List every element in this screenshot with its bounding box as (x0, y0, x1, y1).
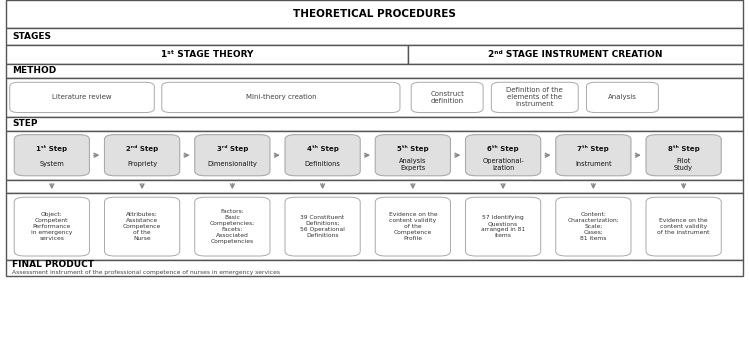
FancyBboxPatch shape (556, 135, 631, 176)
Bar (6, 78, 743, 117)
Text: 1ˢᵗ Step: 1ˢᵗ Step (36, 145, 67, 152)
Text: 7ᵗʰ Step: 7ᵗʰ Step (577, 145, 609, 152)
FancyBboxPatch shape (10, 82, 154, 113)
Text: Attributes:
Assistance
Competence
of the
Nurse: Attributes: Assistance Competence of the… (123, 212, 161, 241)
FancyBboxPatch shape (466, 135, 541, 176)
FancyBboxPatch shape (646, 135, 721, 176)
FancyBboxPatch shape (105, 135, 180, 176)
FancyBboxPatch shape (375, 197, 450, 256)
Bar (6, 28, 743, 45)
FancyBboxPatch shape (586, 82, 658, 113)
Text: 5ᵗʰ Step: 5ᵗʰ Step (397, 145, 428, 152)
Text: System: System (40, 162, 64, 167)
Text: Propriety: Propriety (127, 162, 157, 167)
Bar (6, 260, 743, 276)
FancyBboxPatch shape (162, 82, 400, 113)
Text: METHOD: METHOD (12, 66, 56, 75)
Text: Instrument: Instrument (575, 162, 612, 167)
Text: 2ⁿᵈ STAGE INSTRUMENT CREATION: 2ⁿᵈ STAGE INSTRUMENT CREATION (488, 50, 663, 59)
Text: STEP: STEP (12, 119, 37, 128)
Text: Assessment instrument of the professional competence of nurses in emergency serv: Assessment instrument of the professiona… (12, 270, 280, 275)
Text: 8ᵗʰ Step: 8ᵗʰ Step (668, 145, 700, 152)
Text: 39 Constituent
Definitions;
56 Operational
Definitions: 39 Constituent Definitions; 56 Operation… (300, 215, 345, 238)
FancyBboxPatch shape (14, 135, 89, 176)
Bar (6, 180, 743, 193)
FancyBboxPatch shape (285, 197, 360, 256)
Text: STAGES: STAGES (12, 32, 51, 41)
Text: 1ˢᵗ STAGE THEORY: 1ˢᵗ STAGE THEORY (161, 50, 253, 59)
Bar (6, 117, 743, 131)
FancyBboxPatch shape (646, 197, 721, 256)
Text: 3ʳᵈ Step: 3ʳᵈ Step (216, 145, 248, 152)
Bar (6, 45, 408, 64)
Text: Analysis: Analysis (608, 95, 637, 100)
Text: THEORETICAL PROCEDURES: THEORETICAL PROCEDURES (293, 9, 456, 19)
Text: Construct
definition: Construct definition (430, 91, 464, 104)
Text: Evidence on the
content validity
of the
Competence
Profile: Evidence on the content validity of the … (389, 212, 437, 241)
Text: Dimensionality: Dimensionality (207, 162, 258, 167)
Text: Definitions: Definitions (305, 162, 341, 167)
FancyBboxPatch shape (411, 82, 483, 113)
Text: 4ᵗʰ Step: 4ᵗʰ Step (306, 145, 339, 152)
Text: Operational-
ization: Operational- ization (482, 158, 524, 171)
Text: 57 Identifying
Questions
arranged in 81
items: 57 Identifying Questions arranged in 81 … (481, 215, 525, 238)
FancyBboxPatch shape (195, 135, 270, 176)
Text: Analysis
Experts: Analysis Experts (399, 158, 427, 171)
Text: 2ⁿᵈ Step: 2ⁿᵈ Step (126, 145, 158, 152)
Text: Content:
Characterization;
Scale;
Cases;
81 items: Content: Characterization; Scale; Cases;… (568, 212, 619, 241)
Bar (6, 193, 743, 260)
FancyBboxPatch shape (375, 135, 450, 176)
Bar (6, 64, 743, 78)
FancyBboxPatch shape (105, 197, 180, 256)
Text: Definition of the
elements of the
instrument: Definition of the elements of the instru… (506, 87, 563, 107)
Text: Pilot
Study: Pilot Study (674, 158, 693, 171)
Bar (6, 131, 743, 180)
Text: Mini-theory creation: Mini-theory creation (246, 95, 316, 100)
Bar (6, 0, 743, 28)
FancyBboxPatch shape (285, 135, 360, 176)
Text: Factors:
Basic
Competencies;
Facets:
Associated
Competencies: Factors: Basic Competencies; Facets: Ass… (210, 209, 255, 244)
FancyBboxPatch shape (466, 197, 541, 256)
Text: 6ᵗʰ Step: 6ᵗʰ Step (488, 145, 519, 152)
FancyBboxPatch shape (14, 197, 89, 256)
Text: Object:
Competent
Performance
in emergency
services: Object: Competent Performance in emergen… (31, 212, 73, 241)
FancyBboxPatch shape (556, 197, 631, 256)
Bar (408, 45, 743, 64)
Text: Evidence on the
content validity
of the instrument: Evidence on the content validity of the … (658, 218, 710, 235)
Text: Literature review: Literature review (52, 95, 112, 100)
FancyBboxPatch shape (491, 82, 578, 113)
FancyBboxPatch shape (195, 197, 270, 256)
Text: FINAL PRODUCT: FINAL PRODUCT (12, 260, 94, 269)
